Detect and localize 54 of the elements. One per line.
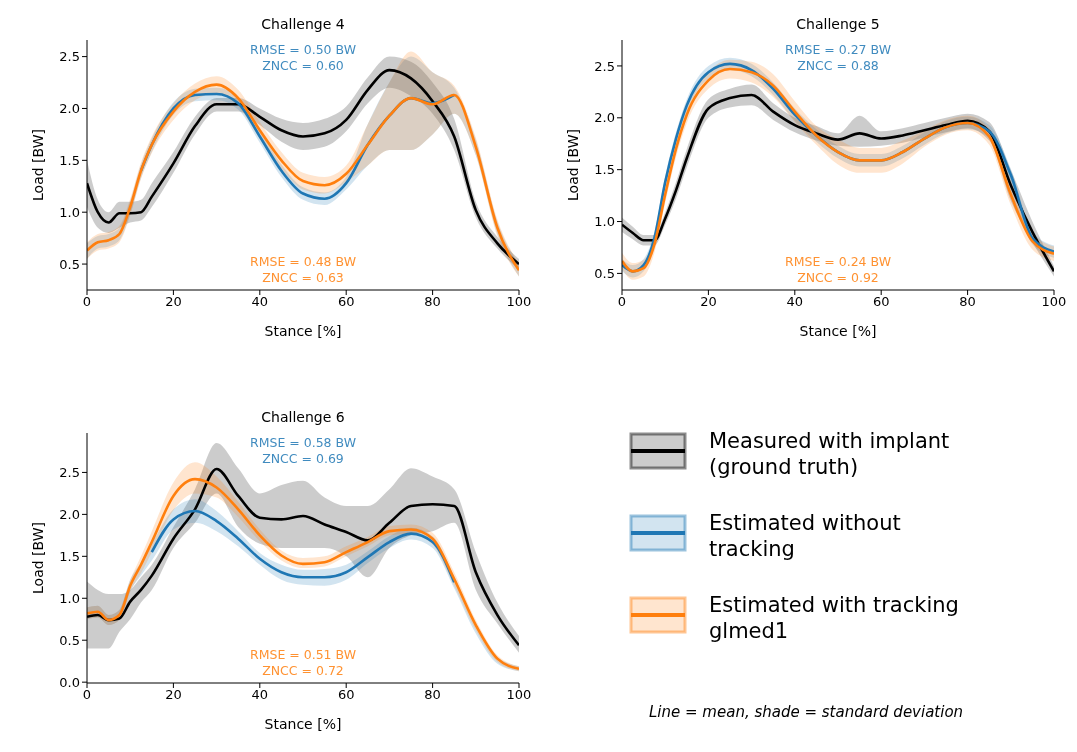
y-tick-label: 0.5	[59, 632, 80, 648]
y-tick-label: 2.0	[59, 506, 80, 522]
x-axis-title: Stance [%]	[264, 323, 342, 339]
x-tick-label: 100	[1041, 294, 1067, 310]
annotation: RMSE = 0.24 BW ZNCC = 0.92	[784, 254, 892, 286]
legend-label: Measured with implant (ground truth)	[709, 428, 951, 480]
x-tick-label: 0	[617, 294, 627, 310]
y-axis-title: Load [BW]	[564, 129, 581, 201]
y-tick-label: 0.5	[594, 266, 615, 282]
y-tick-label: 2.5	[59, 465, 80, 481]
x-tick-label: 80	[424, 294, 441, 310]
x-axis-title: Stance [%]	[799, 323, 877, 339]
y-tick-label: 1.5	[59, 152, 80, 168]
y-tick-label: 1.5	[59, 548, 80, 564]
x-tick-label: 20	[165, 294, 182, 310]
legend-label: Estimated without tracking	[709, 510, 902, 562]
x-tick-label: 0	[82, 687, 92, 703]
chart-title: Challenge 6	[260, 409, 346, 425]
x-tick-label: 20	[165, 687, 182, 703]
x-tick-label: 40	[251, 687, 269, 703]
annotation: RMSE = 0.27 BW ZNCC = 0.88	[784, 42, 892, 74]
y-axis-title: Load [BW]	[29, 129, 46, 201]
annotation: RMSE = 0.58 BW ZNCC = 0.69	[249, 435, 357, 467]
annotation: RMSE = 0.51 BW ZNCC = 0.72	[249, 647, 357, 679]
x-tick-label: 20	[700, 294, 717, 310]
chart-title: Challenge 4	[260, 16, 346, 32]
x-tick-label: 60	[337, 294, 355, 310]
annotation: RMSE = 0.50 BW ZNCC = 0.60	[249, 42, 357, 74]
y-tick-label: 2.0	[59, 101, 80, 117]
line-series	[150, 509, 456, 584]
y-tick-label: 2.5	[59, 49, 80, 65]
annotation: RMSE = 0.48 BW ZNCC = 0.63	[249, 254, 357, 286]
y-tick-label: 1.5	[594, 162, 615, 178]
y-tick-label: 1.0	[59, 590, 80, 606]
x-tick-label: 40	[786, 294, 804, 310]
y-tick-label: 1.0	[594, 214, 615, 230]
x-tick-label: 80	[959, 294, 976, 310]
x-tick-label: 60	[872, 294, 890, 310]
x-axis-title: Stance [%]	[264, 716, 342, 732]
y-tick-label: 1.0	[59, 204, 80, 220]
y-tick-label: 0.5	[59, 256, 80, 272]
y-tick-label: 0.0	[59, 674, 80, 690]
x-tick-label: 40	[251, 294, 269, 310]
y-axis-title: Load [BW]	[29, 522, 46, 594]
y-tick-label: 2.5	[594, 58, 615, 74]
legend-label: Estimated with tracking glmed1	[709, 592, 960, 644]
chart-title: Challenge 5	[795, 16, 881, 32]
text: Line = mean, shade = standard deviation	[649, 703, 964, 721]
x-tick-label: 100	[506, 294, 532, 310]
x-tick-label: 0	[82, 294, 92, 310]
x-tick-label: 60	[337, 687, 355, 703]
x-tick-label: 80	[424, 687, 441, 703]
y-tick-label: 2.0	[594, 110, 615, 126]
x-tick-label: 100	[506, 687, 532, 703]
